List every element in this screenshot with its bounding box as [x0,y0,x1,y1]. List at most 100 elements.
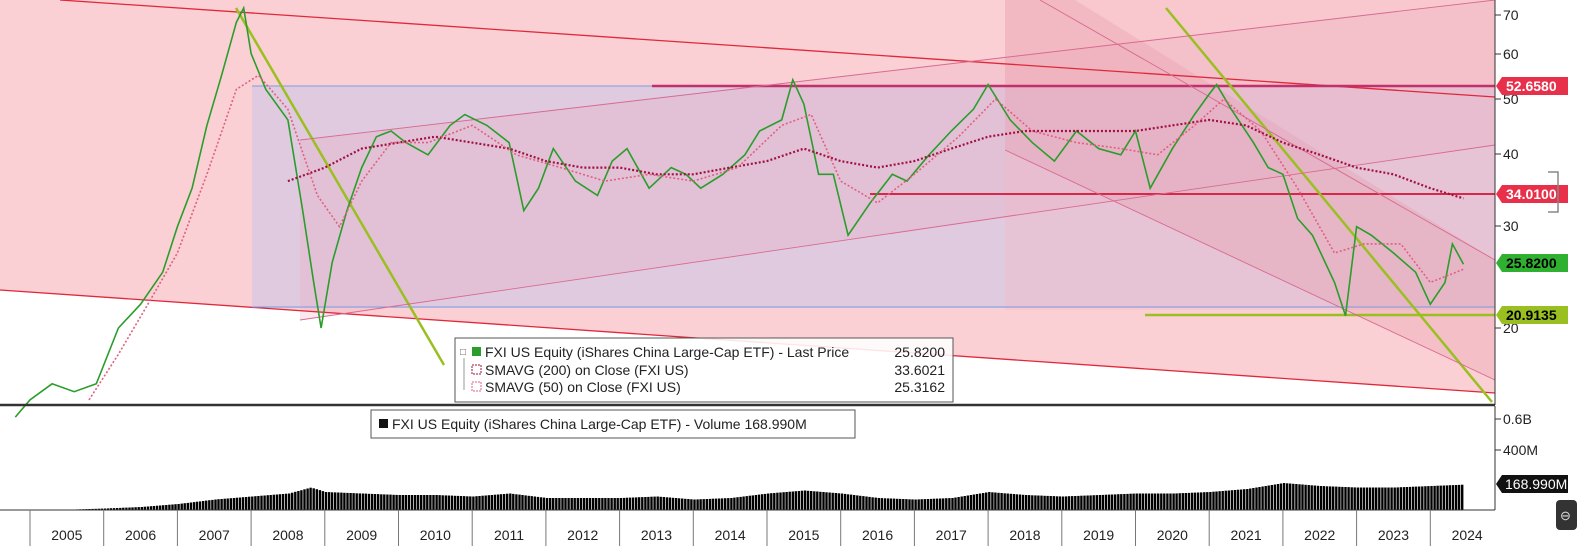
volume-bar [297,491,300,510]
volume-bar [739,496,742,510]
volume-bar [518,494,521,510]
volume-bar [668,497,672,510]
volume-bar [856,495,859,510]
volume-bar [343,492,346,510]
volume-bar [1064,496,1068,510]
volume-bar [751,495,754,510]
x-tick-label-2013: 2013 [641,527,672,543]
volume-bar [192,502,196,510]
volume-bar [714,498,718,510]
volume-bar [770,493,773,510]
volume-bar [742,496,745,510]
volume-bar [536,496,540,510]
volume-bar [119,507,122,510]
price-tag-3401-text: 34.0100 [1506,186,1557,202]
x-tick-label-2005: 2005 [51,527,82,543]
volume-bar [300,490,303,510]
rising-channel-lower [299,144,1496,321]
volume-bar [1442,485,1445,510]
volume-bar [346,492,349,510]
volume-bar [1461,484,1464,510]
volume-bar [180,503,183,510]
volume-bar [935,498,939,510]
volume-bar [189,502,193,510]
volume-bar [1239,489,1243,510]
volume-bar [386,494,389,510]
volume-bar [1025,495,1028,510]
volume-bar [466,496,469,510]
volume-bar [94,508,97,510]
series-line-0 [14,5,1465,418]
price-tag-2582-text: 25.8200 [1506,255,1557,271]
volume-bar [272,494,275,510]
volume-bar [155,505,159,510]
volume-bar [1289,483,1292,510]
volume-bar [727,498,730,510]
volume-bar [687,499,690,510]
volume-bar [1077,495,1080,510]
volume-bar [607,498,610,510]
descending-channel-upper [1039,0,1496,261]
volume-bar [997,492,1000,510]
volume-bar [635,497,638,510]
volume-bar [248,496,251,510]
volume-bar [567,498,570,510]
volume-last-tag-text: 168.990M [1505,476,1567,492]
volume-bar [134,507,137,510]
volume-bar [699,499,702,510]
volume-bar [914,499,917,510]
volume-bar [1166,493,1169,510]
volume-bar [717,498,721,510]
volume-bar [103,508,107,510]
volume-bar [1187,492,1191,510]
volume-bar [1135,493,1138,510]
x-axis: 2005 2006 2007 2008 2009 2010 2011 2012 2013 2014… [0,509,1495,546]
volume-bar [1322,486,1326,510]
volume-bar [410,495,414,510]
legend-value-sma50: 25.3162 [894,379,945,395]
volume-bar [487,495,490,510]
volume-bar [367,493,371,510]
scroll-handle[interactable] [1548,171,1559,213]
volume-bar [613,498,616,510]
volume-bar [183,503,186,510]
volume-bar [773,493,776,510]
volume-bar [1390,487,1393,510]
descending-channel [1005,0,1495,380]
volume-bar [435,495,438,510]
vol-tick-400m: 400M [1503,442,1538,458]
volume-bar [1107,494,1111,510]
volume-bar [1276,484,1280,510]
volume-bar [825,492,828,510]
volume-bar [1427,486,1430,510]
volume-bar [877,498,880,510]
volume-bar [822,492,825,510]
volume-bar [853,495,856,510]
volume-bar [1301,484,1304,510]
volume-bar [1049,496,1052,510]
volume-bar [1399,487,1402,510]
volume-bar [404,495,407,510]
expand-corner-button[interactable]: ⊖ [1556,500,1577,530]
volume-bar [140,507,143,510]
volume-bar [849,494,853,510]
volume-bar [1243,489,1246,510]
volume-bar [767,493,770,510]
volume-bar [278,494,282,510]
volume-bar [263,495,266,510]
volume-bar [800,490,804,510]
volume-bar [573,498,576,510]
volume-bar [1433,485,1436,510]
volume-bar [939,498,942,510]
volume-bar [496,494,500,510]
volume-bar [223,498,226,510]
volume-bar [438,495,441,510]
volume-bar [1236,489,1240,510]
volume-bar [1120,494,1123,510]
volume-bar [459,496,463,510]
volume-bar [1344,487,1347,510]
volume-bar [1332,486,1335,510]
volume-bar [266,495,269,510]
volume-bar [862,496,865,510]
